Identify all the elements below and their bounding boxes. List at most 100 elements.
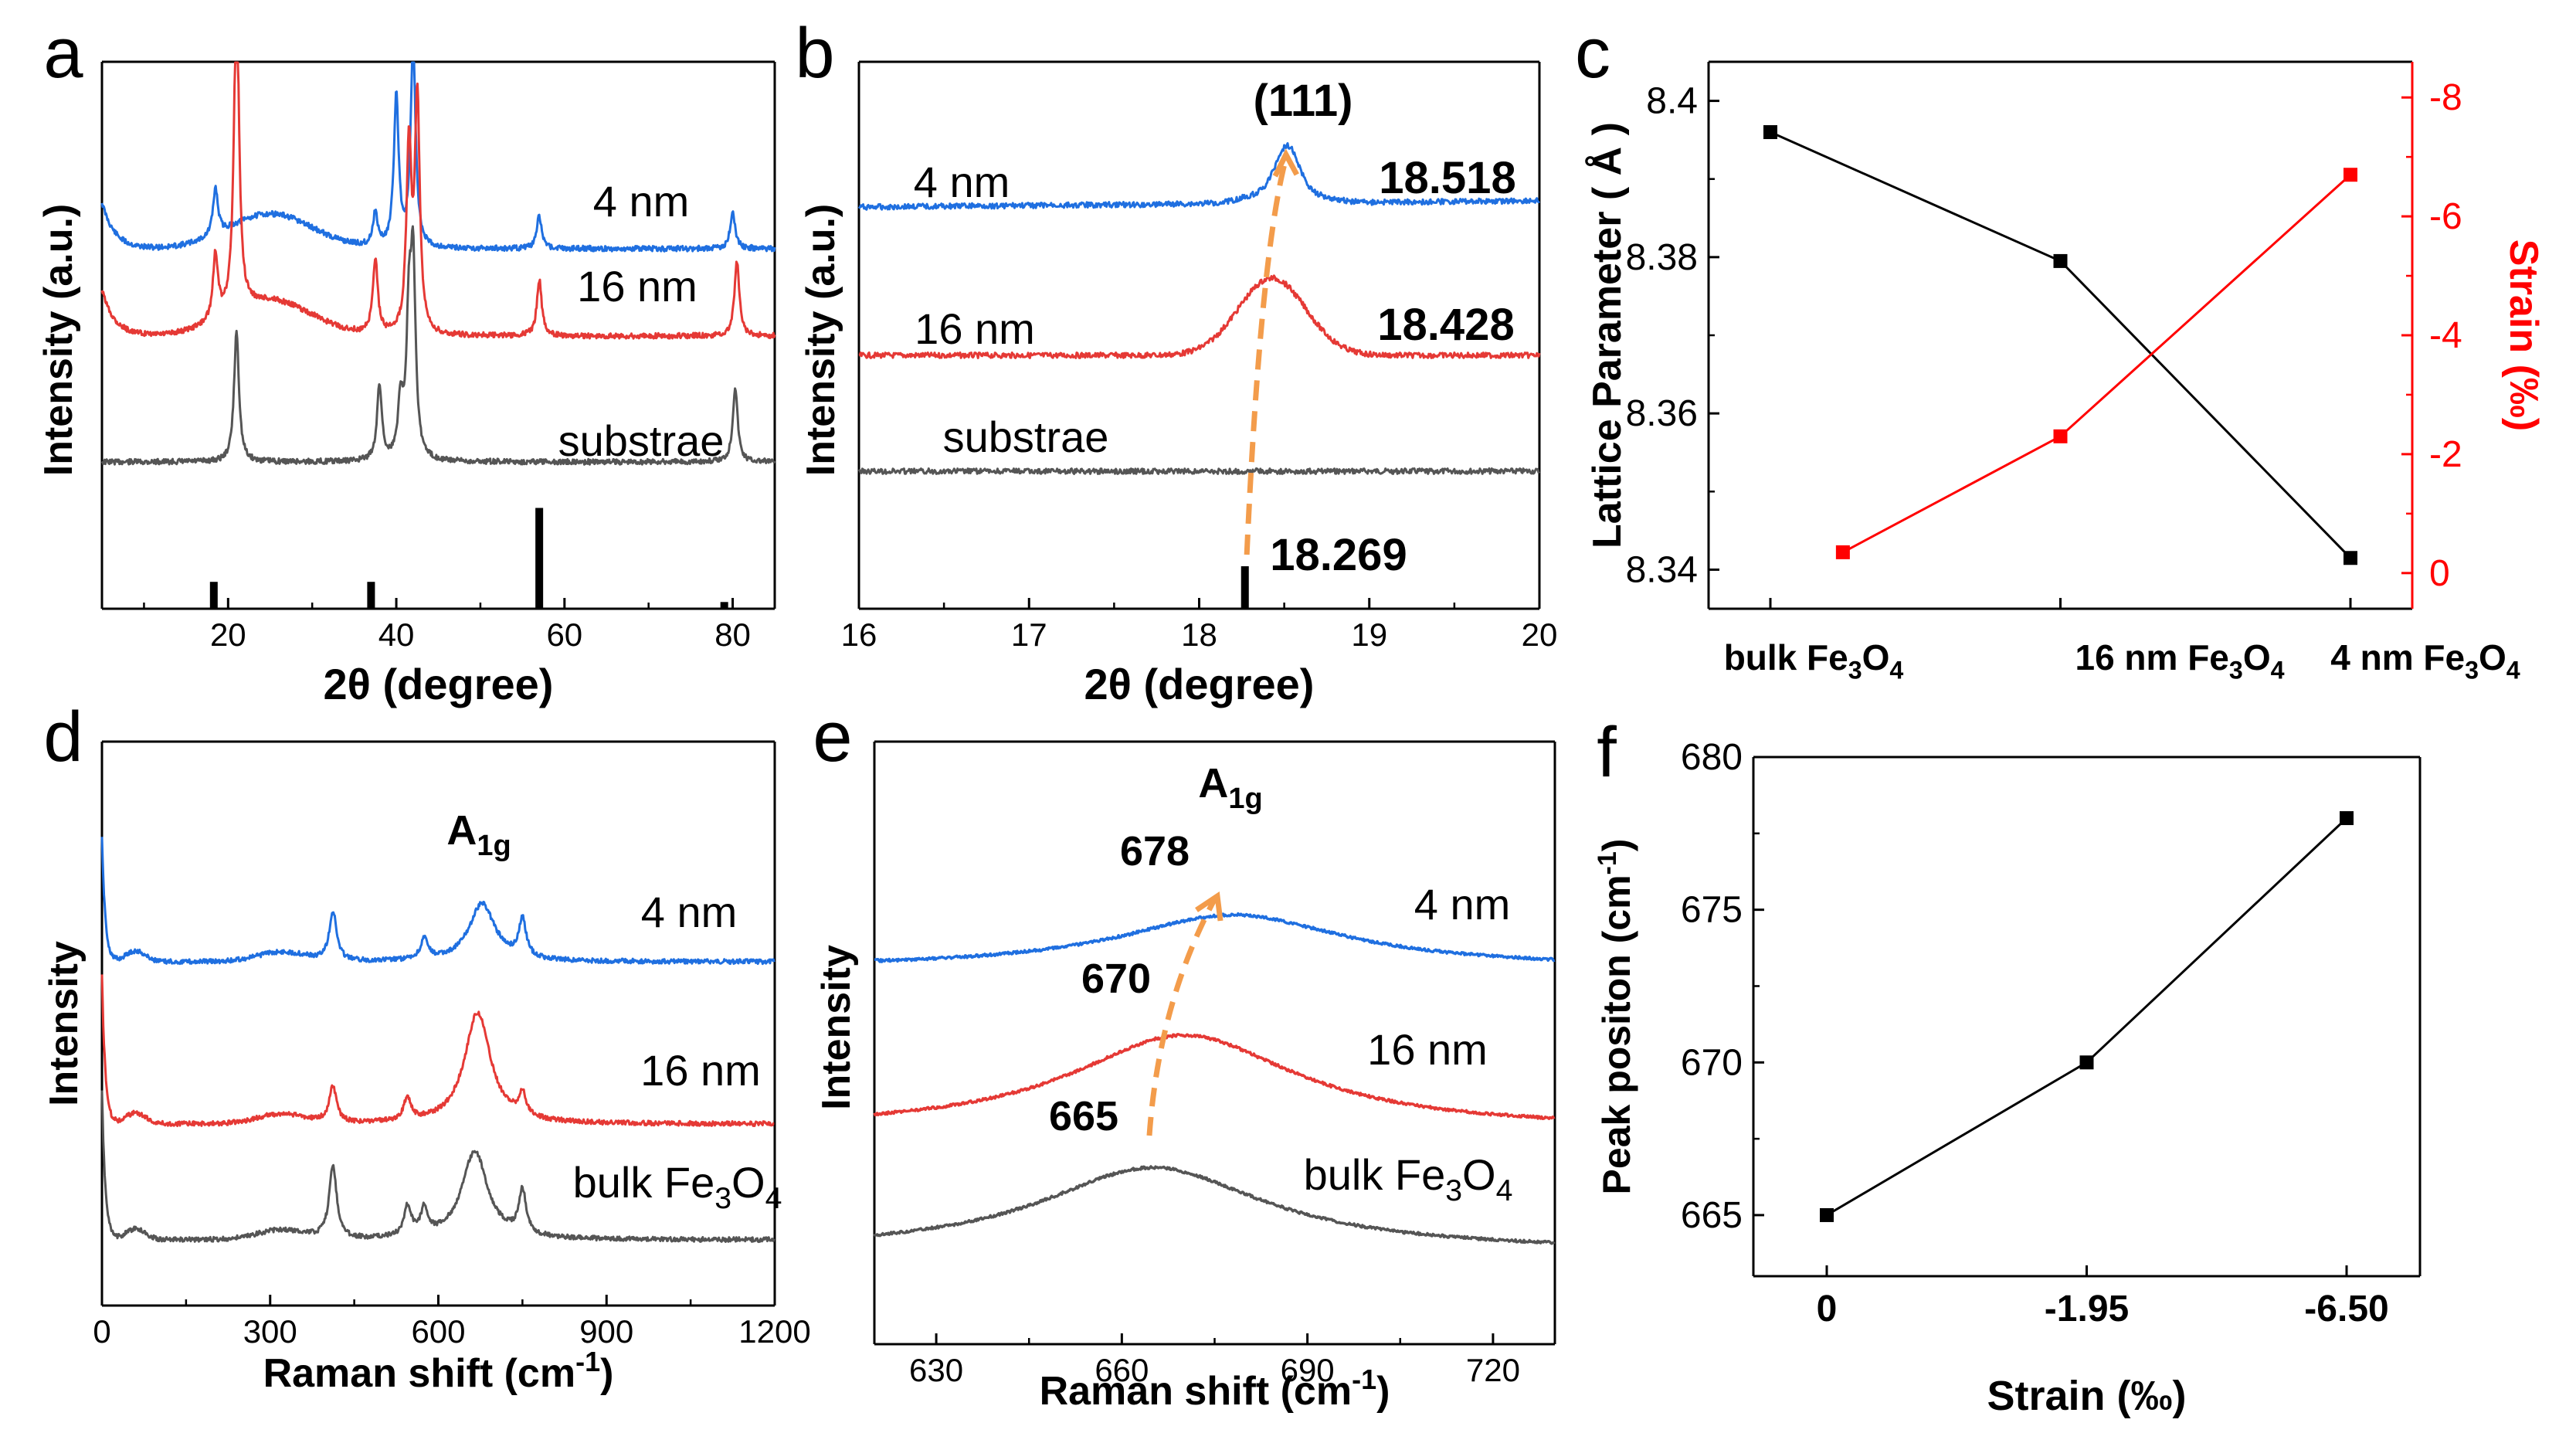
panel-e-value-label-2: 665 [1049,1093,1118,1139]
panel-d-xlabel-base: Raman shift (cm [263,1351,576,1396]
panel-c-category-1-o: O [2243,637,2271,677]
panel-f-ytick-label-2: 675 [1681,890,1743,931]
panel-e-series-label-0: 4 nm [1414,880,1511,929]
panel-c-category-2-o: O [2479,637,2506,677]
panel-f-point-1 [2079,1055,2094,1070]
panel-e-xlabel-exp: -1 [1352,1363,1376,1395]
panel-e-bulk-label-sub3: 3 [1445,1174,1462,1207]
panel-4-x-tick-label-0: 630 [909,1352,963,1388]
panel-d-series-label-2: bulk Fe3O4 [573,1158,782,1215]
panel-b-value-label-0: 18.518 [1379,153,1515,203]
panel-c-ytick-label-2: 8.38 [1626,237,1698,278]
panel-3-x-tick-label-1: 300 [243,1313,297,1350]
panel-a-reference-bar-1 [367,582,375,609]
panel-c-strain-point-1 [2053,429,2068,443]
panel-b-peak-label: (111) [1254,76,1353,126]
panel-e-mode-sub: 1g [1228,783,1262,815]
panel-a-series-label-1: 16 nm [577,262,697,311]
panel-a-series-label-0: 4 nm [593,177,690,226]
panel-c-strain-point-2 [2344,168,2357,182]
panel-f-point-0 [1820,1207,1834,1222]
panel-0-x-tick-label-2: 60 [546,616,582,653]
panel-4-x-tick-label-1: 660 [1095,1352,1149,1388]
panel-e-letter: e [813,698,852,776]
panel-a-letter: a [43,14,83,93]
panel-d-xlabel: Raman shift (cm-1) [263,1346,614,1396]
panel-c-category-0-sub3: 3 [1848,657,1862,684]
panel-d-series-line-2 [100,1090,776,1244]
panel-1-x-tick-label-0: 16 [841,616,877,653]
panel-d-series-line-0 [100,837,776,966]
panel-d-bulk-label-sub4: 4 [765,1182,782,1215]
panel-c-category-label-0: bulk Fe3O4 [1724,637,1904,684]
panel-f-ylabel-exp: -1 [1593,851,1622,874]
panel-c-ytick-label-3: 8.4 [1646,81,1698,122]
panel-c-category-1-base: 16 nm Fe [2075,637,2228,677]
panel-1-x-tick-label-3: 19 [1351,616,1387,653]
panel-d-bulk-label-o: O [731,1158,765,1207]
panel-b-shift-arrowhead [1272,148,1299,178]
panel-e-series-label-2: bulk Fe3O4 [1304,1150,1513,1207]
panel-d-bulk-label-sub3: 3 [714,1182,731,1215]
panel-f-ytick-label-0: 665 [1681,1195,1743,1236]
panel-f-point-2 [2340,811,2354,826]
panel-3-x-tick-label-4: 1200 [738,1313,810,1350]
panel-c-category-0-base: bulk Fe [1724,637,1848,677]
panel-b-xlabel: 2θ (degree) [1084,660,1315,708]
panel-d-letter: d [43,698,83,776]
panel-3-x-tick-label-2: 600 [411,1313,465,1350]
panel-b-series-line-2 [857,467,1541,475]
panel-e-series-line-1 [873,1032,1556,1120]
panel-e-bulk-label-sub4: 4 [1496,1174,1513,1207]
panel-c-lattice-point-2 [2344,551,2357,565]
panel-b-series-label-2: substrae [943,413,1109,461]
panel-d-mode-letter: A [446,807,477,854]
panel-a-series-line-2 [100,225,776,466]
panel-3-x-tick-label-0: 0 [93,1313,110,1350]
panel-c-y2tick-label-4: -8 [2429,77,2462,118]
panel-d-series-label-1: 16 nm [640,1046,761,1095]
panel-d-mode-sub: 1g [477,830,511,862]
panel-b-series-line-1 [858,274,1541,359]
panel-b-letter: b [795,14,834,93]
panel-f-xtick-label-1: -1.95 [2045,1289,2129,1329]
panel-c-lattice-point-0 [1763,125,1777,140]
panel-e-mode-letter: A [1198,760,1228,806]
panel-c-y2label: Strain (‰) [2501,239,2546,431]
panel-f-ytick-label-1: 670 [1681,1042,1743,1083]
panel-a-series-line-1 [100,61,776,340]
panel-1-x-tick-label-2: 18 [1181,616,1217,653]
panel-1-x-tick-label-1: 17 [1011,616,1047,653]
panel-f-line [1826,817,2348,1217]
panel-c-ytick-label-0: 8.34 [1626,549,1698,590]
panel-b-series-line-0 [857,142,1540,211]
panel-c-category-1-sub3: 3 [2229,657,2243,684]
panel-d-bulk-label-base: bulk Fe [573,1158,715,1207]
panel-0-x-tick-label-0: 20 [210,616,246,653]
panel-b-reference-bar [1240,566,1249,609]
panel-e-shift-arrowhead [1195,891,1224,922]
panel-a-xlabel: 2θ (degree) [324,660,554,708]
panel-d-series-line-1 [100,974,775,1127]
panel-b-series-label-1: 16 nm [915,304,1035,353]
panel-e-shift-arrow [1146,898,1217,1136]
panel-c-lattice-line [1770,131,2352,559]
panel-c-y2tick-label-3: -6 [2429,196,2462,237]
panel-a-reference-bar-3 [720,602,728,609]
panel-f-xtick-label-0: 0 [1817,1289,1838,1329]
panel-0-x-tick-label-1: 40 [378,616,415,653]
panel-b-shift-arrow [1244,158,1289,555]
panel-b-ylabel: Intensity (a.u.) [799,204,843,476]
panel-d-series-label-0: 4 nm [641,888,738,936]
panel-e-xlabel: Raman shift (cm-1) [1040,1363,1390,1414]
panel-4-x-tick-label-3: 720 [1466,1352,1520,1388]
panel-a-reference-bar-0 [209,582,218,609]
panel-e-value-label-1: 670 [1081,956,1151,1002]
panel-3-x-tick-label-3: 900 [579,1313,633,1350]
panel-c-category-label-1: 16 nm Fe3O4 [2075,637,2284,684]
panel-c-category-label-2: 4 nm Fe3O4 [2330,637,2520,684]
panel-c-category-2-base: 4 nm Fe [2330,637,2465,677]
panel-b-series-label-0: 4 nm [914,158,1010,206]
panel-c-category-0-o: O [1862,637,1890,677]
